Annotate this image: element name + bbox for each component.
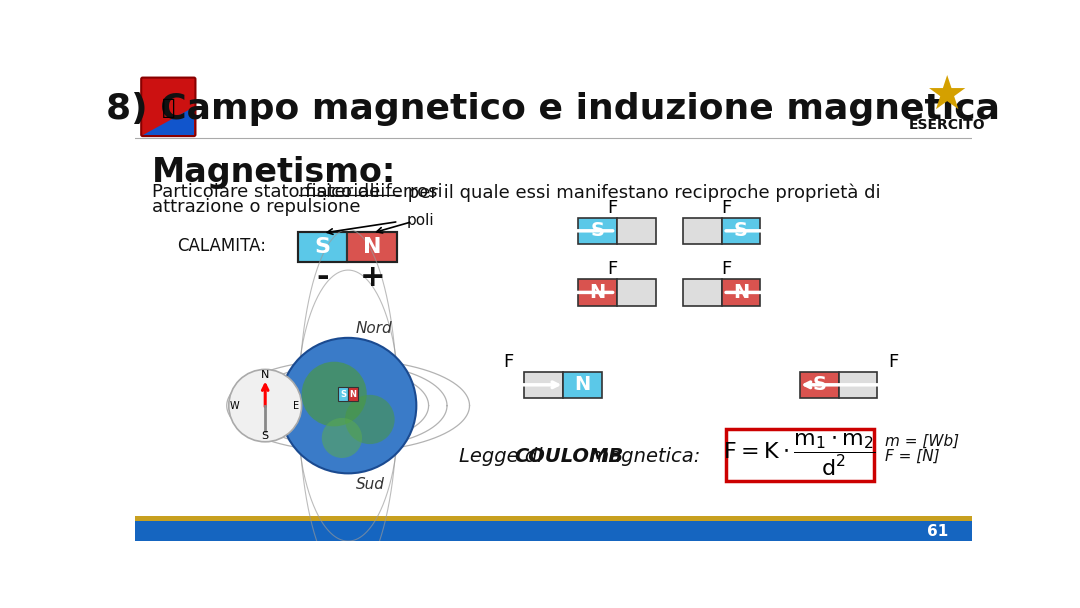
FancyBboxPatch shape	[524, 371, 563, 398]
Text: 8) Campo magnetico e induzione magnetica: 8) Campo magnetico e induzione magnetica	[107, 92, 1000, 126]
Text: S: S	[314, 237, 330, 257]
Circle shape	[229, 370, 301, 442]
Text: F: F	[721, 199, 731, 216]
FancyBboxPatch shape	[617, 218, 656, 244]
FancyBboxPatch shape	[721, 218, 760, 244]
Text: Legge di: Legge di	[459, 447, 549, 466]
Text: $\mathdefault{F = K \cdot \dfrac{m_1 \cdot m_2}{d^2}}$: $\mathdefault{F = K \cdot \dfrac{m_1 \cd…	[724, 432, 877, 478]
FancyBboxPatch shape	[141, 78, 195, 136]
Text: F: F	[888, 353, 899, 371]
Text: S: S	[340, 390, 346, 399]
Text: attrazione o repulsione: attrazione o repulsione	[152, 198, 361, 216]
Text: 61: 61	[928, 523, 948, 539]
Text: N: N	[350, 390, 356, 399]
Text: F: F	[607, 260, 618, 278]
FancyBboxPatch shape	[683, 218, 721, 244]
FancyBboxPatch shape	[348, 387, 359, 401]
Text: N: N	[733, 283, 750, 302]
FancyBboxPatch shape	[135, 521, 972, 541]
Text: ESERCITO: ESERCITO	[909, 119, 986, 133]
FancyBboxPatch shape	[563, 371, 602, 398]
Text: F: F	[607, 199, 618, 216]
Text: F = [N]: F = [N]	[886, 449, 940, 464]
FancyBboxPatch shape	[683, 279, 721, 305]
Text: Magnetismo:: Magnetismo:	[152, 156, 396, 189]
Text: S: S	[591, 221, 605, 240]
Text: Nord: Nord	[356, 321, 392, 336]
Circle shape	[280, 338, 416, 474]
FancyBboxPatch shape	[135, 516, 972, 521]
Text: magnetica:: magnetica:	[584, 447, 701, 466]
FancyBboxPatch shape	[839, 371, 877, 398]
FancyBboxPatch shape	[578, 218, 617, 244]
Text: F: F	[503, 353, 514, 371]
Text: F: F	[721, 260, 731, 278]
FancyBboxPatch shape	[348, 232, 397, 261]
Text: +: +	[360, 263, 384, 291]
Circle shape	[322, 418, 362, 458]
FancyBboxPatch shape	[800, 371, 839, 398]
Text: -: -	[316, 263, 329, 291]
Text: Sud: Sud	[356, 477, 384, 492]
FancyBboxPatch shape	[617, 279, 656, 305]
Text: COULOMB: COULOMB	[515, 447, 624, 466]
Circle shape	[345, 395, 394, 444]
Text: E: E	[293, 401, 299, 410]
FancyBboxPatch shape	[721, 279, 760, 305]
Text: ★: ★	[926, 75, 969, 120]
Text: 🦁: 🦁	[162, 98, 175, 117]
FancyBboxPatch shape	[726, 429, 875, 481]
Polygon shape	[143, 107, 194, 134]
Text: N: N	[575, 375, 591, 395]
Text: S: S	[261, 432, 269, 441]
Text: poli: poli	[406, 213, 434, 228]
Circle shape	[301, 362, 367, 426]
Text: W: W	[229, 401, 239, 410]
FancyBboxPatch shape	[298, 232, 348, 261]
Text: N: N	[363, 237, 381, 257]
Text: S: S	[734, 221, 748, 240]
Text: materiali ferrosi: materiali ferrosi	[299, 183, 443, 201]
Text: N: N	[261, 370, 269, 380]
Text: m = [Wb]: m = [Wb]	[886, 434, 959, 449]
Text: N: N	[590, 283, 606, 302]
FancyBboxPatch shape	[578, 279, 617, 305]
FancyBboxPatch shape	[338, 387, 348, 401]
Text: per il quale essi manifestano reciproche proprietà di: per il quale essi manifestano reciproche…	[403, 183, 881, 202]
Text: Particolare stato fisico dei: Particolare stato fisico dei	[152, 183, 391, 201]
Text: S: S	[812, 375, 826, 395]
Text: CALAMITA:: CALAMITA:	[177, 237, 267, 255]
